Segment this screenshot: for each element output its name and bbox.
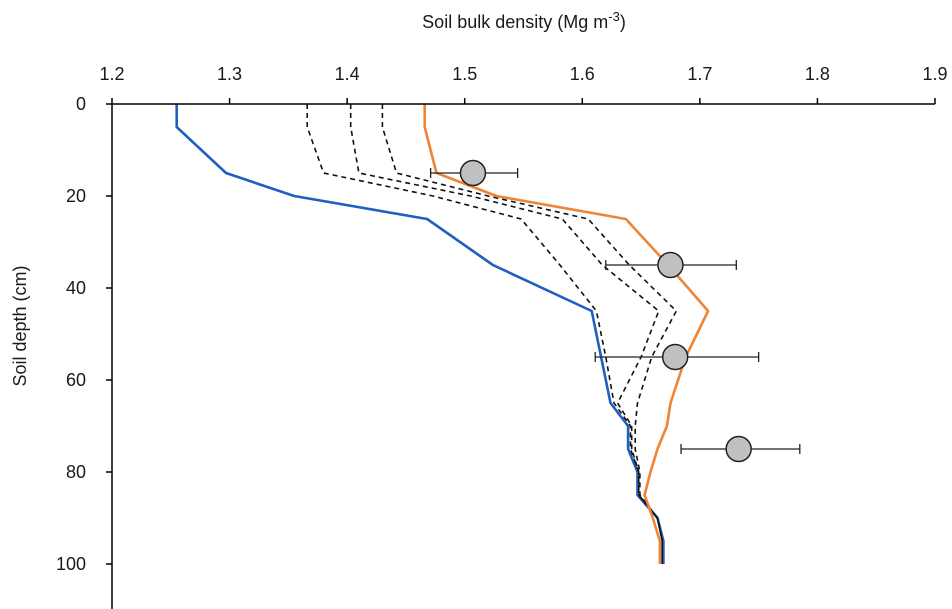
x-tick-label: 1.8 bbox=[805, 64, 830, 84]
series-line-4 bbox=[381, 104, 678, 564]
x-tick-label: 1.6 bbox=[570, 64, 595, 84]
observed-point bbox=[725, 435, 752, 463]
y-tick-label: 80 bbox=[66, 462, 86, 482]
x-tick-label: 1.4 bbox=[335, 64, 360, 84]
y-axis-ticks: 0 20 40 60 80 100 bbox=[56, 94, 112, 574]
x-tick-label: 1.2 bbox=[99, 64, 124, 84]
x-axis-title-main: Soil bulk density (Mg m bbox=[422, 12, 608, 32]
observed-point bbox=[661, 343, 689, 371]
series-line-2 bbox=[306, 104, 663, 564]
x-axis-title: Soil bulk density (Mg m-3) bbox=[422, 9, 626, 32]
x-tick-label: 1.5 bbox=[452, 64, 477, 84]
y-tick-label: 60 bbox=[66, 370, 86, 390]
x-tick-label: 1.3 bbox=[217, 64, 242, 84]
y-axis-title: Soil depth (cm) bbox=[10, 265, 30, 386]
series-line-1 bbox=[175, 104, 665, 564]
x-tick-label: 1.9 bbox=[922, 64, 947, 84]
x-tick-label: 1.7 bbox=[687, 64, 712, 84]
observed-points bbox=[429, 159, 801, 463]
y-tick-label: 0 bbox=[76, 94, 86, 114]
y-tick-label: 20 bbox=[66, 186, 86, 206]
observed-point bbox=[459, 159, 487, 187]
y-tick-label: 100 bbox=[56, 554, 86, 574]
observed-point bbox=[657, 251, 684, 279]
x-axis-title-superscript: -3 bbox=[608, 9, 620, 24]
x-axis-title-end: ) bbox=[620, 12, 626, 32]
x-axis-ticks: 1.2 1.3 1.4 1.5 1.6 1.7 1.8 1.9 bbox=[99, 64, 948, 104]
y-tick-label: 40 bbox=[66, 278, 86, 298]
